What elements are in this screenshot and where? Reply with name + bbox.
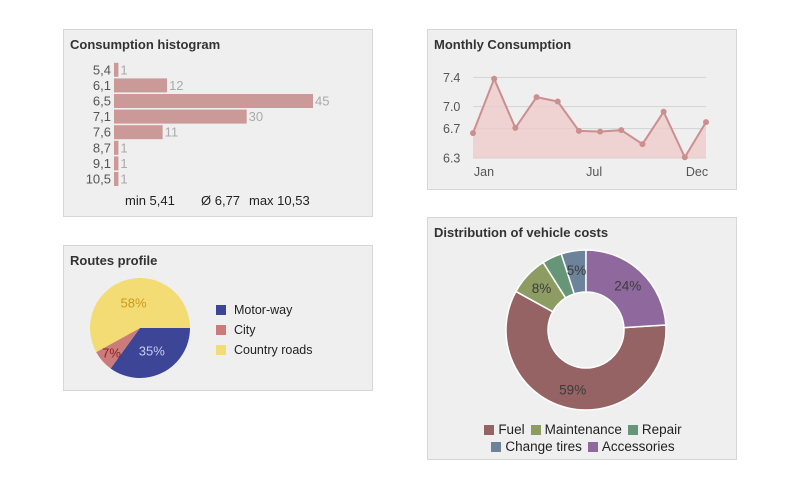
histogram-bar — [114, 62, 119, 77]
histogram-title: Consumption histogram — [70, 37, 221, 52]
histogram-category-label: 8,7 — [93, 140, 111, 155]
routes-panel: Routes profile 35% 7% 58% Motor-way City Cou… — [63, 245, 373, 391]
histogram-bar — [114, 78, 168, 93]
routes-slice-label: 7% — [102, 346, 121, 361]
histogram-bar — [114, 156, 119, 171]
routes-legend-item: City — [216, 320, 313, 340]
histogram-value-label: 30 — [249, 109, 263, 124]
legend-label: Maintenance — [544, 422, 622, 437]
monthly-series-line — [472, 76, 707, 160]
histogram-value-label: 1 — [120, 156, 127, 171]
monthly-ytick-label: 6.7 — [443, 122, 460, 136]
routes-pie-slice — [96, 328, 140, 369]
legend-swatch — [216, 305, 226, 315]
histogram-value-label: 45 — [315, 94, 329, 109]
costs-slice-label: 5% — [567, 263, 587, 278]
monthly-chart: 6.3 6.7 7.0 7.4 Jan Jul Dec — [443, 71, 709, 179]
monthly-data-point — [575, 127, 582, 134]
histogram-value-label: 1 — [120, 172, 127, 187]
costs-legend-item: Repair — [627, 422, 682, 438]
costs-legend-item: Accessories — [587, 439, 675, 455]
costs-donut-slice — [585, 249, 667, 329]
histogram-category-label: 10,5 — [86, 172, 111, 187]
histogram-bar — [114, 94, 313, 108]
legend-label: City — [234, 323, 256, 337]
histogram-category-label: 5,4 — [93, 62, 111, 77]
histogram-value-label: 12 — [169, 78, 183, 93]
monthly-data-point — [597, 128, 604, 135]
histogram-stat-min: min 5,41 — [125, 193, 175, 208]
legend-swatch — [530, 425, 541, 435]
legend-label: Accessories — [601, 439, 675, 454]
histogram-value-label: 1 — [120, 140, 127, 155]
monthly-xtick-label: Jan — [474, 165, 494, 179]
routes-pie-chart: 35% 7% 58% — [90, 278, 190, 378]
costs-legend-item: Fuel — [484, 422, 525, 438]
histogram-bar — [114, 140, 119, 155]
legend-swatch — [627, 425, 638, 435]
monthly-xtick-label: Dec — [686, 165, 708, 179]
monthly-data-point — [533, 94, 540, 101]
histogram-category-label: 6,1 — [93, 78, 111, 93]
costs-legend: Fuel Maintenance Repair Change tires Accesso… — [428, 422, 738, 456]
monthly-data-point — [618, 127, 625, 134]
monthly-ytick-label: 6.3 — [443, 152, 460, 166]
monthly-data-point — [470, 130, 476, 137]
monthly-ytick-label: 7.0 — [443, 100, 460, 114]
costs-slice-label: 24% — [614, 279, 641, 294]
monthly-area-fill — [473, 78, 706, 158]
costs-legend-item: Maintenance — [530, 422, 622, 438]
costs-slice-label: 59% — [559, 383, 586, 398]
histogram-bar — [114, 125, 163, 140]
legend-swatch — [587, 442, 598, 452]
monthly-data-point — [703, 119, 709, 126]
routes-legend: Motor-way City Country roads — [216, 300, 313, 360]
routes-legend-item: Country roads — [216, 340, 313, 360]
histogram-value-label: 1 — [120, 62, 127, 77]
costs-donut-slice — [505, 290, 667, 411]
monthly-data-point — [512, 124, 519, 131]
histogram-chart: 5,4 1 6,1 12 6,5 45 7,1 30 7,6 11 8,7 1 9,1 1 10,5 1 mi… — [86, 62, 330, 208]
legend-label: Motor-way — [234, 303, 293, 317]
legend-swatch — [491, 442, 502, 452]
legend-label: Change tires — [505, 439, 582, 454]
monthly-data-point — [639, 141, 646, 148]
costs-panel: Distribution of vehicle costs 59% 8% 5% 24%… — [427, 217, 737, 460]
monthly-title: Monthly Consumption — [434, 37, 572, 52]
routes-slice-label: 35% — [139, 344, 165, 359]
legend-swatch — [484, 425, 495, 435]
monthly-data-point — [681, 154, 688, 161]
histogram-panel: Consumption histogram 5,4 1 6,1 12 6,5 45 7,1 3… — [63, 29, 373, 217]
histogram-category-label: 9,1 — [93, 156, 111, 171]
costs-title: Distribution of vehicle costs — [434, 225, 609, 240]
routes-title: Routes profile — [70, 253, 158, 268]
legend-label: Country roads — [234, 343, 313, 357]
histogram-stat-avg: Ø 6,77 — [201, 193, 240, 208]
legend-label: Repair — [641, 422, 682, 437]
histogram-category-label: 6,5 — [93, 94, 111, 109]
monthly-panel: Monthly Consumption 6.3 6.7 7.0 7.4 Jan Jul D… — [427, 29, 737, 190]
histogram-bar — [114, 109, 247, 124]
legend-swatch — [216, 345, 226, 355]
monthly-xtick-label: Jul — [586, 165, 602, 179]
legend-swatch — [216, 325, 226, 335]
costs-slice-label: 8% — [532, 281, 552, 296]
monthly-data-point — [660, 108, 667, 115]
routes-legend-item: Motor-way — [216, 300, 313, 320]
histogram-category-label: 7,6 — [93, 125, 111, 140]
histogram-bar — [114, 172, 119, 186]
routes-slice-label: 58% — [121, 295, 147, 310]
routes-pie-slice — [110, 328, 190, 378]
histogram-value-label: 11 — [165, 125, 179, 140]
monthly-data-point — [554, 98, 561, 105]
legend-label: Fuel — [498, 422, 525, 437]
costs-donut-chart: 59% 8% 5% 24% — [505, 249, 667, 411]
monthly-data-point — [491, 75, 498, 82]
routes-pie-slice — [90, 278, 190, 353]
monthly-ytick-label: 7.4 — [443, 71, 460, 85]
histogram-stat-max: max 10,53 — [249, 193, 310, 208]
histogram-category-label: 7,1 — [93, 109, 111, 124]
costs-legend-item: Change tires — [491, 439, 582, 455]
